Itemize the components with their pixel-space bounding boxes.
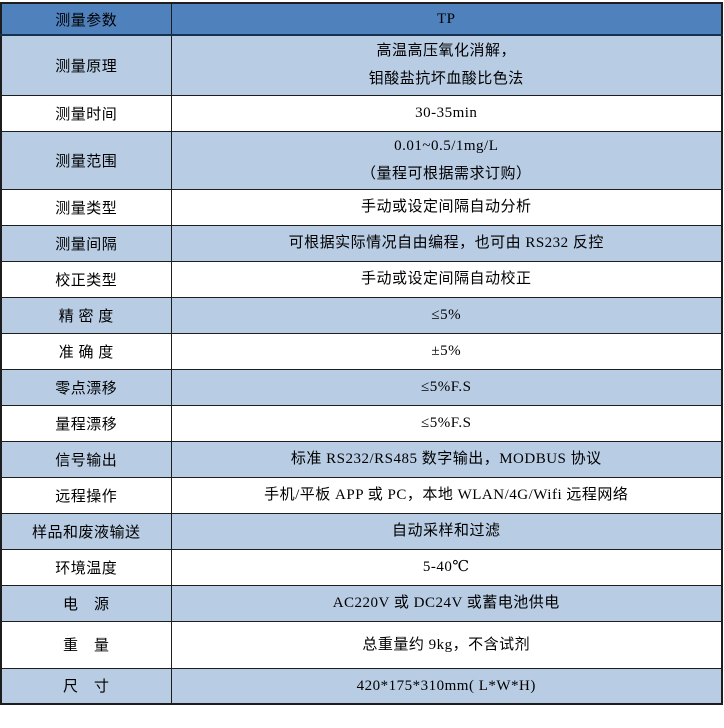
value-line: ≤5% [431, 307, 462, 323]
spec-row: 精 密 度 ≤5% [0, 296, 723, 334]
param-value: 标准 RS232/RS485 数字输出，MODBUS 协议 [170, 440, 723, 478]
param-label: 电 源 [0, 584, 172, 622]
param-label: 量程漂移 [0, 404, 172, 442]
value-line: 手动或设定间隔自动校正 [360, 271, 532, 287]
spec-row: 远程操作 手机/平板 APP 或 PC，本地 WLAN/4G/Wifi 远程网络 [0, 476, 723, 514]
param-label: 零点漂移 [0, 368, 172, 406]
spec-row: 量程漂移 ≤5%F.S [0, 404, 723, 442]
param-label: 尺 寸 [0, 667, 172, 705]
value-line: 自动采样和过滤 [391, 523, 501, 539]
value-line: 钼酸盐抗坏血酸比色法 [368, 71, 524, 88]
value-line: 0.01~0.5/1mg/L [394, 138, 499, 154]
param-label: 重 量 [0, 620, 172, 669]
value-line: 30-35min [415, 105, 478, 121]
value-line: 手动或设定间隔自动分析 [360, 199, 532, 215]
value-line: 高温高压氧化消解， [376, 43, 516, 60]
value-line: 标准 RS232/RS485 数字输出，MODBUS 协议 [290, 451, 602, 467]
param-value: ≤5% [170, 296, 723, 334]
spec-row: 测量类型 手动或设定间隔自动分析 [0, 188, 723, 226]
param-value: 可根据实际情况自由编程，也可由 RS232 反控 [170, 224, 723, 262]
value-line: （量程可根据需求订购） [360, 166, 532, 182]
spec-row: 零点漂移 ≤5%F.S [0, 368, 723, 406]
value-line: ≤5%F.S [421, 379, 472, 395]
param-label: 测量间隔 [0, 224, 172, 262]
param-value: AC220V 或 DC24V 或蓄电池供电 [170, 584, 723, 622]
spec-table-header-row: 测量参数 TP [0, 2, 723, 36]
param-label: 测量类型 [0, 188, 172, 226]
param-label: 测量时间 [0, 94, 172, 132]
spec-row: 尺 寸 420*175*310mm( L*W*H) [0, 667, 723, 705]
param-value: 5-40℃ [170, 548, 723, 586]
param-value: ±5% [170, 332, 723, 370]
value-line: 手机/平板 APP 或 PC，本地 WLAN/4G/Wifi 远程网络 [264, 487, 629, 503]
header-param-value: TP [170, 2, 723, 36]
param-label: 测量原理 [0, 34, 172, 96]
param-value: 总重量约 9kg，不含试剂 [170, 620, 723, 669]
value-line: ≤5%F.S [421, 415, 472, 431]
value-line: 420*175*310mm( L*W*H) [356, 677, 536, 694]
param-value: ≤5%F.S [170, 404, 723, 442]
param-label: 校正类型 [0, 260, 172, 298]
spec-row: 信号输出 标准 RS232/RS485 数字输出，MODBUS 协议 [0, 440, 723, 478]
param-value: 高温高压氧化消解， 钼酸盐抗坏血酸比色法 [170, 34, 723, 96]
param-value: 420*175*310mm( L*W*H) [170, 667, 723, 705]
param-value: 0.01~0.5/1mg/L （量程可根据需求订购） [170, 130, 723, 190]
spec-row: 测量间隔 可根据实际情况自由编程，也可由 RS232 反控 [0, 224, 723, 262]
value-line: ±5% [431, 343, 462, 359]
header-param-label: 测量参数 [0, 2, 172, 36]
spec-row: 样品和废液输送 自动采样和过滤 [0, 512, 723, 550]
value-line: 5-40℃ [422, 559, 470, 575]
param-value: ≤5%F.S [170, 368, 723, 406]
param-label: 信号输出 [0, 440, 172, 478]
spec-table-body: 测量原理 高温高压氧化消解， 钼酸盐抗坏血酸比色法 测量时间 30-35min 测量范围 0… [0, 34, 723, 705]
param-value: 自动采样和过滤 [170, 512, 723, 550]
value-line: 可根据实际情况自由编程，也可由 RS232 反控 [288, 235, 604, 251]
param-value: 30-35min [170, 94, 723, 132]
spec-row: 测量时间 30-35min [0, 94, 723, 132]
param-value: 手机/平板 APP 或 PC，本地 WLAN/4G/Wifi 远程网络 [170, 476, 723, 514]
value-line: AC220V 或 DC24V 或蓄电池供电 [332, 595, 560, 611]
param-value: 手动或设定间隔自动分析 [170, 188, 723, 226]
spec-row: 校正类型 手动或设定间隔自动校正 [0, 260, 723, 298]
spec-row: 测量范围 0.01~0.5/1mg/L （量程可根据需求订购） [0, 130, 723, 190]
spec-table: 测量参数 TP 测量原理 高温高压氧化消解， 钼酸盐抗坏血酸比色法测量时间 30-35… [0, 2, 723, 705]
spec-row: 电 源 AC220V 或 DC24V 或蓄电池供电 [0, 584, 723, 622]
param-label: 精 密 度 [0, 296, 172, 334]
param-label: 测量范围 [0, 130, 172, 190]
spec-row: 环境温度 5-40℃ [0, 548, 723, 586]
param-label: 准 确 度 [0, 332, 172, 370]
param-label: 环境温度 [0, 548, 172, 586]
spec-row: 重 量 总重量约 9kg，不含试剂 [0, 620, 723, 669]
param-label: 样品和废液输送 [0, 512, 172, 550]
spec-row: 准 确 度 ±5% [0, 332, 723, 370]
value-line: 总重量约 9kg，不含试剂 [362, 636, 531, 653]
param-label: 远程操作 [0, 476, 172, 514]
spec-row: 测量原理 高温高压氧化消解， 钼酸盐抗坏血酸比色法 [0, 34, 723, 96]
param-value: 手动或设定间隔自动校正 [170, 260, 723, 298]
